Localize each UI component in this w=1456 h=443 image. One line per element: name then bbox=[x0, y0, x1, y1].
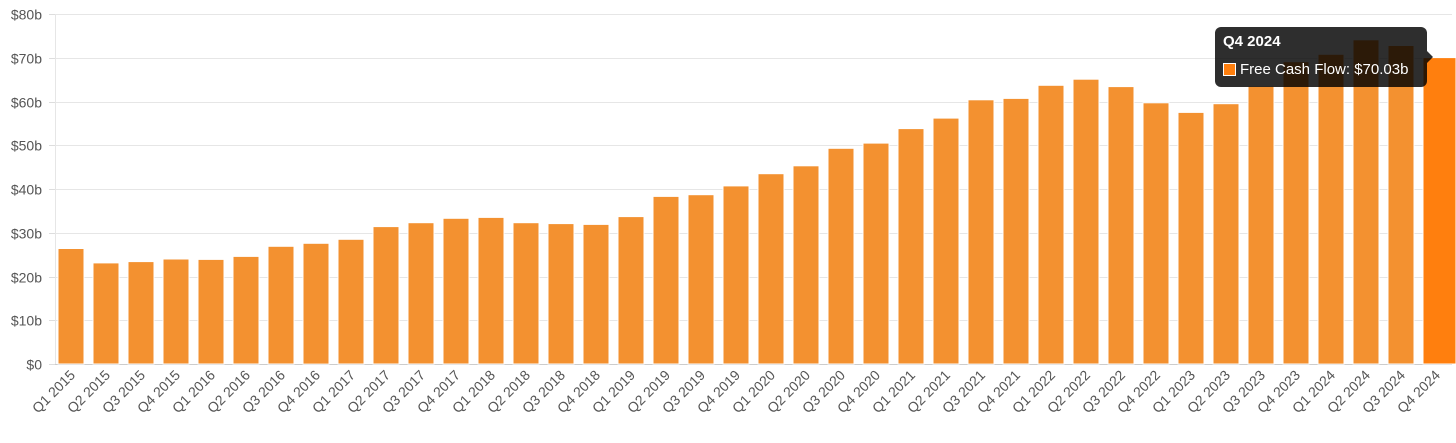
bar-q2-2017[interactable] bbox=[372, 226, 400, 365]
bar-q3-2024[interactable] bbox=[1387, 45, 1415, 365]
bar-q4-2023[interactable] bbox=[1282, 61, 1310, 365]
bar-q4-2019[interactable] bbox=[722, 185, 750, 365]
bar-q1-2019[interactable] bbox=[617, 216, 645, 365]
bar-q1-2024[interactable] bbox=[1317, 53, 1345, 365]
y-tick-label: $70b bbox=[11, 51, 42, 67]
tooltip-title: Q4 2024 bbox=[1223, 33, 1281, 50]
bar-q4-2021[interactable] bbox=[1002, 97, 1030, 365]
y-tick-label: $10b bbox=[11, 313, 42, 329]
bar-q1-2016[interactable] bbox=[197, 258, 225, 365]
y-tick-label: $60b bbox=[11, 95, 42, 111]
bar-q4-2017[interactable] bbox=[442, 217, 470, 365]
bar-q2-2021[interactable] bbox=[932, 117, 960, 365]
bar-q2-2019[interactable] bbox=[652, 195, 680, 365]
y-tick-label: $20b bbox=[11, 270, 42, 286]
y-tick-label: $30b bbox=[11, 226, 42, 242]
bar-q3-2016[interactable] bbox=[267, 245, 295, 365]
bar-series-free-cash-flow bbox=[57, 39, 1456, 365]
bar-q1-2021[interactable] bbox=[897, 128, 925, 365]
chart-tooltip: Q4 2024 Free Cash Flow: $70.03b bbox=[1215, 27, 1433, 87]
bar-q2-2023[interactable] bbox=[1212, 103, 1240, 365]
tooltip-swatch bbox=[1223, 63, 1236, 76]
bar-q3-2020[interactable] bbox=[827, 147, 855, 365]
tooltip-label: Free Cash Flow: $70.03b bbox=[1240, 61, 1409, 78]
y-axis: $0 $10b $20b $30b $40b $50b $60b $70b $80b bbox=[11, 7, 42, 373]
bar-q4-2015[interactable] bbox=[162, 258, 190, 365]
bar-q3-2022[interactable] bbox=[1107, 86, 1135, 365]
bar-q2-2022[interactable] bbox=[1072, 78, 1100, 365]
bar-q3-2017[interactable] bbox=[407, 222, 435, 365]
bar-q3-2019[interactable] bbox=[687, 194, 715, 365]
bar-q1-2022[interactable] bbox=[1037, 84, 1065, 365]
bar-q2-2018[interactable] bbox=[512, 222, 540, 365]
bar-q2-2024[interactable] bbox=[1352, 39, 1380, 365]
bar-q3-2021[interactable] bbox=[967, 99, 995, 365]
y-tick-label: $50b bbox=[11, 138, 42, 154]
bar-q2-2020[interactable] bbox=[792, 165, 820, 365]
y-tick-label: $80b bbox=[11, 7, 42, 23]
bar-q1-2017[interactable] bbox=[337, 238, 365, 365]
bar-q1-2020[interactable] bbox=[757, 173, 785, 365]
bar-q1-2018[interactable] bbox=[477, 216, 505, 365]
bar-q4-2018[interactable] bbox=[582, 223, 610, 365]
tooltip-row: Free Cash Flow: $70.03b bbox=[1223, 61, 1408, 78]
bar-q4-2024[interactable] bbox=[1422, 57, 1456, 365]
bar-q1-2023[interactable] bbox=[1177, 111, 1205, 365]
bar-q3-2023[interactable] bbox=[1247, 85, 1275, 365]
bar-q3-2018[interactable] bbox=[547, 223, 575, 365]
bar-q4-2020[interactable] bbox=[862, 142, 890, 365]
bar-q4-2016[interactable] bbox=[302, 242, 330, 365]
y-tick-label: $40b bbox=[11, 182, 42, 198]
bar-q4-2022[interactable] bbox=[1142, 102, 1170, 365]
bar-q3-2015[interactable] bbox=[127, 261, 155, 365]
bar-q1-2015[interactable] bbox=[57, 248, 85, 365]
bar-q2-2015[interactable] bbox=[92, 262, 120, 365]
bar-q2-2016[interactable] bbox=[232, 255, 260, 365]
y-tick-label: $0 bbox=[26, 357, 42, 373]
